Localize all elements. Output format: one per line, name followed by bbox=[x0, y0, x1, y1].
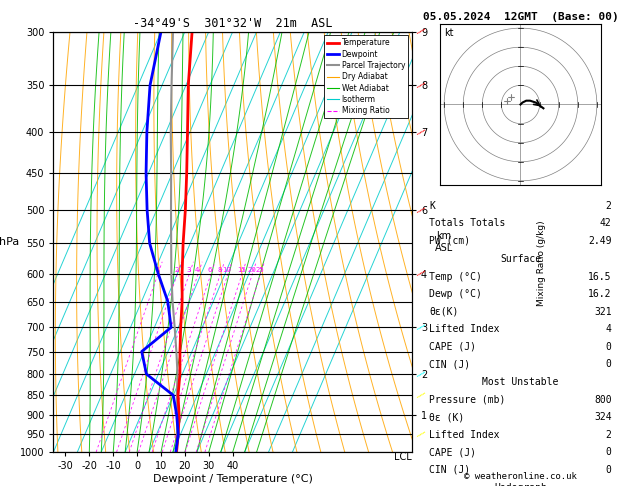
Text: 16.2: 16.2 bbox=[588, 289, 611, 299]
Text: CAPE (J): CAPE (J) bbox=[430, 342, 476, 351]
Text: Totals Totals: Totals Totals bbox=[430, 218, 506, 228]
Text: 321: 321 bbox=[594, 307, 611, 316]
Text: 0: 0 bbox=[606, 465, 611, 475]
Text: 0: 0 bbox=[606, 342, 611, 351]
Text: /: / bbox=[415, 369, 425, 379]
Text: 6: 6 bbox=[208, 267, 213, 273]
Text: 05.05.2024  12GMT  (Base: 00): 05.05.2024 12GMT (Base: 00) bbox=[423, 12, 618, 22]
Text: Lifted Index: Lifted Index bbox=[430, 430, 500, 440]
Text: 0: 0 bbox=[606, 448, 611, 457]
Text: 3: 3 bbox=[186, 267, 191, 273]
Text: 1: 1 bbox=[155, 267, 159, 273]
Text: /: / bbox=[415, 205, 425, 215]
Text: 10: 10 bbox=[223, 267, 231, 273]
Text: CIN (J): CIN (J) bbox=[430, 465, 470, 475]
Text: 2: 2 bbox=[174, 267, 179, 273]
Text: /: / bbox=[415, 391, 425, 400]
Y-axis label: km
ASL: km ASL bbox=[435, 231, 453, 253]
Text: 2.49: 2.49 bbox=[588, 236, 611, 245]
Text: 4: 4 bbox=[606, 324, 611, 334]
Text: kt: kt bbox=[444, 28, 454, 38]
Legend: Temperature, Dewpoint, Parcel Trajectory, Dry Adiabat, Wet Adiabat, Isotherm, Mi: Temperature, Dewpoint, Parcel Trajectory… bbox=[324, 35, 408, 118]
Text: 4: 4 bbox=[195, 267, 199, 273]
Text: 324: 324 bbox=[594, 413, 611, 422]
Text: /: / bbox=[415, 27, 425, 36]
Text: θε (K): θε (K) bbox=[430, 413, 465, 422]
Text: Most Unstable: Most Unstable bbox=[482, 378, 559, 387]
Text: Pressure (mb): Pressure (mb) bbox=[430, 395, 506, 405]
Text: /: / bbox=[415, 81, 425, 90]
Text: 2: 2 bbox=[606, 430, 611, 440]
Text: 800: 800 bbox=[594, 395, 611, 405]
Text: CIN (J): CIN (J) bbox=[430, 359, 470, 369]
Text: © weatheronline.co.uk: © weatheronline.co.uk bbox=[464, 472, 577, 481]
Text: 42: 42 bbox=[600, 218, 611, 228]
X-axis label: Dewpoint / Temperature (°C): Dewpoint / Temperature (°C) bbox=[153, 474, 313, 484]
Text: LCL: LCL bbox=[394, 452, 412, 462]
Text: Lifted Index: Lifted Index bbox=[430, 324, 500, 334]
Text: K: K bbox=[430, 201, 435, 210]
Text: 0: 0 bbox=[606, 359, 611, 369]
Text: 25: 25 bbox=[255, 267, 264, 273]
Text: Temp (°C): Temp (°C) bbox=[430, 272, 482, 281]
Text: Mixing Ratio (g/kg): Mixing Ratio (g/kg) bbox=[537, 220, 547, 306]
Text: CAPE (J): CAPE (J) bbox=[430, 448, 476, 457]
Title: -34°49'S  301°32'W  21m  ASL: -34°49'S 301°32'W 21m ASL bbox=[133, 17, 333, 31]
Text: 2: 2 bbox=[606, 201, 611, 210]
Text: Hodograph: Hodograph bbox=[494, 484, 547, 486]
Text: 20: 20 bbox=[247, 267, 256, 273]
Text: 16.5: 16.5 bbox=[588, 272, 611, 281]
Text: 8: 8 bbox=[218, 267, 222, 273]
Text: Surface: Surface bbox=[500, 254, 541, 264]
Text: /: / bbox=[415, 127, 425, 137]
Text: PW (cm): PW (cm) bbox=[430, 236, 470, 245]
Text: /: / bbox=[415, 323, 425, 332]
Text: Dewp (°C): Dewp (°C) bbox=[430, 289, 482, 299]
Text: /: / bbox=[415, 430, 425, 439]
Text: /: / bbox=[415, 269, 425, 278]
Text: 15: 15 bbox=[237, 267, 246, 273]
Y-axis label: hPa: hPa bbox=[0, 237, 19, 247]
Text: θε(K): θε(K) bbox=[430, 307, 459, 316]
